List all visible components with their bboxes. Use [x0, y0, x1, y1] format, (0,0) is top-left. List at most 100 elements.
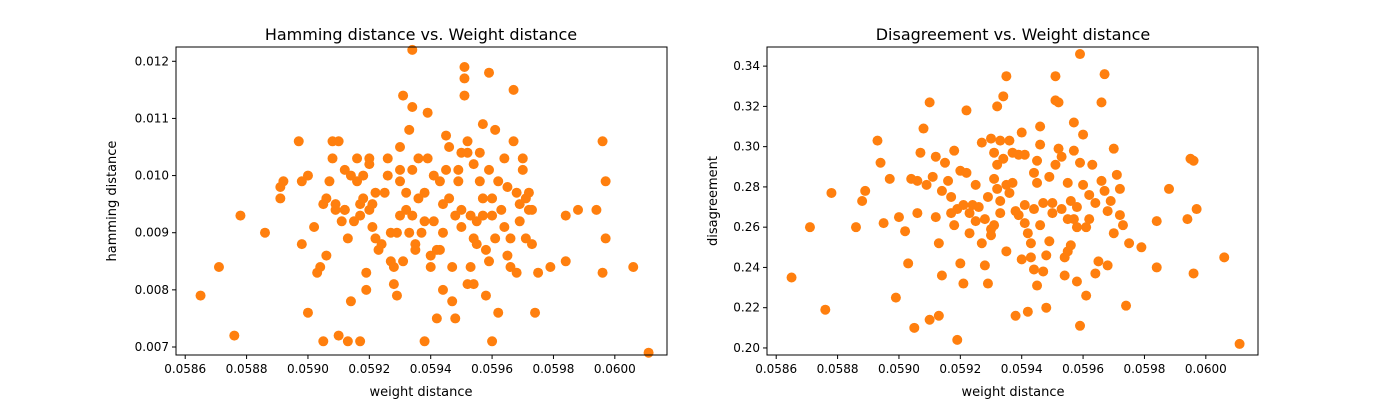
disagreement-data-point — [1028, 264, 1039, 275]
disagreement-data-point — [933, 310, 944, 321]
disagreement-data-point — [820, 304, 831, 315]
hamming-data-point — [428, 216, 439, 227]
disagreement-data-point — [1022, 228, 1033, 239]
hamming-data-point — [376, 239, 387, 250]
disagreement-data-point — [982, 191, 993, 202]
disagreement-data-point — [1056, 151, 1067, 162]
disagreement-data-point — [900, 226, 911, 237]
hamming-data-point — [391, 227, 402, 238]
disagreement-data-point — [936, 270, 947, 281]
disagreement-x-tick-label: 0.0594 — [1001, 362, 1043, 376]
disagreement-data-point — [1117, 220, 1128, 231]
disagreement-data-point — [1038, 266, 1049, 277]
hamming-data-point — [419, 336, 430, 347]
hamming-data-point — [391, 290, 402, 301]
disagreement-data-point — [1022, 306, 1033, 317]
hamming-y-tick-label: 0.012 — [135, 54, 169, 68]
hamming-data-point — [533, 267, 544, 278]
disagreement-data-point — [872, 135, 883, 146]
disagreement-data-point — [1090, 268, 1101, 279]
disagreement-data-point — [909, 322, 920, 333]
hamming-data-point — [355, 210, 366, 221]
hamming-data-point — [278, 176, 289, 187]
disagreement-data-point — [1013, 210, 1024, 221]
hamming-data-point — [477, 193, 488, 204]
disagreement-data-point — [1102, 260, 1113, 271]
disagreement-x-tick-label: 0.0590 — [878, 362, 920, 376]
disagreement-data-point — [970, 179, 981, 190]
hamming-data-point — [358, 170, 369, 181]
disagreement-data-point — [989, 173, 1000, 184]
disagreement-data-point — [1032, 155, 1043, 166]
disagreement-data-point — [1081, 290, 1092, 301]
hamming-data-point — [195, 290, 206, 301]
disagreement-x-ticks: 0.0586 0.0588 0.0590 0.0592 0.0594 0.0596 0.05… — [755, 355, 1227, 376]
hamming-data-point — [477, 119, 488, 130]
disagreement-data-point — [850, 222, 861, 233]
hamming-data-point — [456, 222, 467, 232]
disagreement-data-point — [1032, 177, 1043, 188]
hamming-data-point — [302, 307, 313, 318]
hamming-data-point — [434, 176, 445, 187]
hamming-data-point — [462, 147, 473, 158]
disagreement-y-tick-label: 0.32 — [733, 99, 760, 113]
disagreement-data-point — [786, 272, 797, 283]
disagreement-data-point — [976, 238, 987, 249]
hamming-data-point — [259, 227, 270, 238]
hamming-data-point — [302, 170, 313, 181]
disagreement-y-tick-label: 0.34 — [733, 59, 760, 73]
disagreement-data-point — [961, 105, 972, 116]
disagreement-data-point — [992, 101, 1003, 112]
hamming-data-point — [517, 164, 528, 175]
hamming-data-point — [511, 267, 522, 278]
hamming-data-point — [502, 250, 513, 261]
disagreement-data-point — [1001, 71, 1012, 82]
hamming-data-point — [425, 262, 436, 272]
disagreement-x-tick-label: 0.0598 — [1123, 362, 1165, 376]
hamming-data-point — [499, 222, 510, 232]
hamming-data-point — [530, 307, 541, 318]
hamming-data-point — [444, 193, 455, 204]
disagreement-data-point — [1108, 228, 1119, 239]
hamming-data-point — [484, 67, 495, 78]
hamming-y-tick-label: 0.009 — [135, 226, 169, 240]
disagreement-y-tick-label: 0.22 — [733, 301, 760, 315]
disagreement-data-point — [1004, 187, 1015, 198]
hamming-data-point — [459, 90, 470, 101]
disagreement-data-point — [995, 196, 1006, 206]
hamming-data-point — [361, 284, 372, 295]
hamming-x-tick-label: 0.0592 — [348, 362, 390, 376]
disagreement-data-point — [1096, 175, 1107, 186]
disagreement-data-point — [1050, 159, 1061, 170]
hamming-x-axis-label: weight distance — [369, 385, 472, 400]
disagreement-data-point — [918, 123, 929, 134]
disagreement-data-point — [1182, 214, 1193, 225]
disagreement-data-point — [884, 173, 895, 184]
hamming-data-point — [235, 210, 246, 221]
disagreement-data-point — [1047, 208, 1058, 219]
hamming-data-point — [342, 336, 353, 347]
hamming-data-point — [628, 262, 639, 272]
disagreement-data-point — [961, 167, 972, 178]
disagreement-y-ticks: 0.20 0.22 0.24 0.26 0.28 0.30 0.32 0.34 — [733, 59, 767, 355]
disagreement-data-point — [1096, 97, 1107, 108]
hamming-data-point — [434, 244, 445, 255]
disagreement-data-point — [1068, 145, 1079, 156]
disagreement-x-tick-label: 0.0600 — [1185, 362, 1227, 376]
hamming-data-point — [213, 262, 224, 272]
disagreement-x-tick-label: 0.0586 — [755, 362, 797, 376]
hamming-x-tick-label: 0.0600 — [594, 362, 636, 376]
hamming-data-point — [333, 330, 344, 341]
hamming-data-point — [419, 216, 430, 227]
hamming-data-point — [379, 187, 390, 198]
hamming-data-point — [422, 153, 433, 164]
hamming-chart: Hamming distance vs. Weight distance 0.0… — [105, 25, 668, 400]
disagreement-data-point — [976, 137, 987, 148]
hamming-data-point — [487, 336, 498, 347]
hamming-y-ticks: 0.007 0.008 0.009 0.010 0.011 0.012 — [135, 54, 176, 354]
disagreement-data-point — [973, 202, 984, 213]
hamming-data-point — [468, 279, 479, 290]
disagreement-data-point — [1099, 69, 1110, 80]
hamming-data-point — [275, 193, 286, 204]
disagreement-data-point — [1084, 214, 1095, 225]
